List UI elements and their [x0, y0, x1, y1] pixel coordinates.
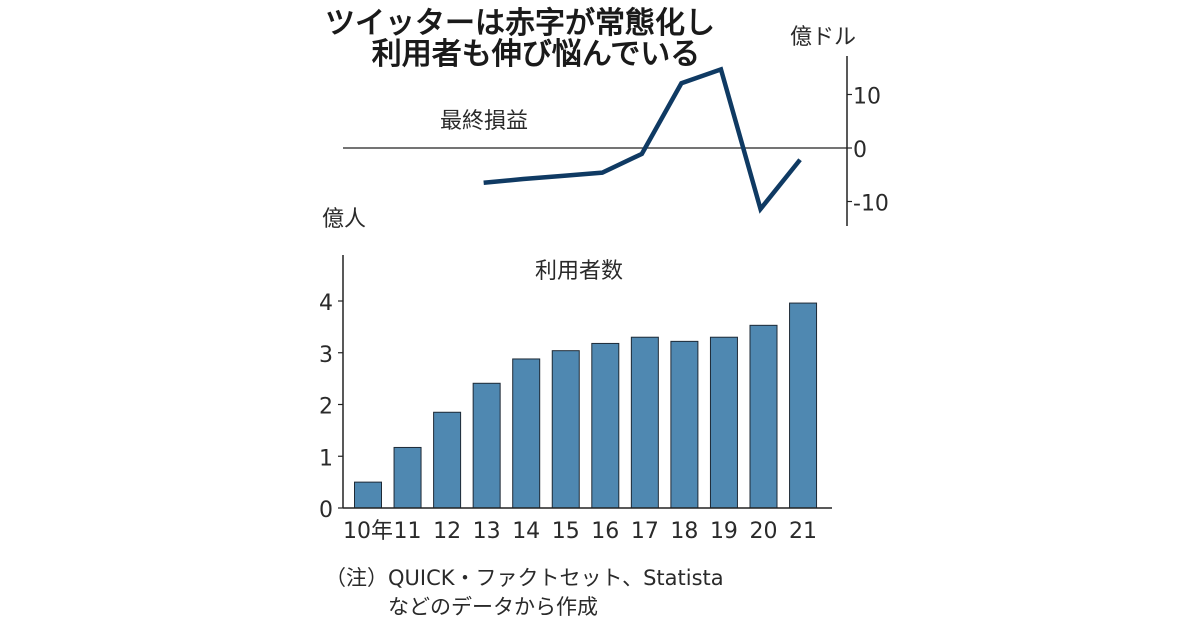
- bar-x-tick-label: 17: [631, 519, 659, 544]
- bar-y-tick-label: 1: [319, 446, 333, 471]
- note-line-2: などのデータから作成: [388, 595, 598, 619]
- line-chart: 10 0 -10: [343, 56, 889, 226]
- title-line-2: 利用者も伸び悩んでいる: [372, 37, 701, 72]
- line-unit-label: 億ドル: [790, 25, 856, 50]
- bar-18: [670, 340, 699, 509]
- bar-x-tick-label: 20: [750, 519, 778, 544]
- bar-19: [709, 336, 738, 509]
- bar-17: [630, 336, 659, 509]
- bar-y-tick-label: 3: [319, 343, 333, 368]
- bar-13: [472, 382, 501, 509]
- bar-20: [749, 324, 778, 509]
- bar-x-tick-label: 19: [710, 519, 738, 544]
- bar-11: [393, 446, 422, 509]
- bar-x-tick-label: 13: [473, 519, 501, 544]
- bar-y-tick-label: 0: [319, 498, 333, 523]
- bar-x-tick-label: 10年: [343, 519, 393, 544]
- net-income-line: [483, 66, 802, 214]
- line-y-tick-label: -10: [853, 192, 889, 217]
- bar-15: [551, 350, 580, 509]
- title-line-1: ツイッターは赤字が常態化し: [325, 6, 715, 41]
- bar-10年: [354, 481, 382, 509]
- bar-chart-title: 利用者数: [535, 259, 623, 284]
- bar-y-tick-label: 4: [319, 291, 333, 316]
- line-y-tick-label: 10: [853, 85, 881, 110]
- bar-21: [789, 302, 818, 509]
- bar-x-tick-label: 15: [552, 519, 580, 544]
- bar-x-tick-label: 12: [433, 519, 461, 544]
- bar-x-tick-label: 14: [512, 519, 540, 544]
- bar-16: [591, 342, 620, 509]
- bar-x-tick-label: 11: [394, 519, 422, 544]
- bar-x-tick-label: 21: [789, 519, 817, 544]
- bar-x-tick-label: 16: [591, 519, 619, 544]
- bar-y-tick-label: 2: [319, 395, 333, 420]
- line-y-tick-label: 0: [853, 138, 867, 163]
- line-chart-title: 最終損益: [440, 109, 528, 134]
- bar-x-tick-label: 18: [670, 519, 698, 544]
- bar-unit-label: 億人: [322, 207, 366, 232]
- note-line-1: （注）QUICK・ファクトセット、Statista: [325, 566, 724, 590]
- bar-12: [433, 411, 462, 509]
- bar-14: [512, 358, 541, 509]
